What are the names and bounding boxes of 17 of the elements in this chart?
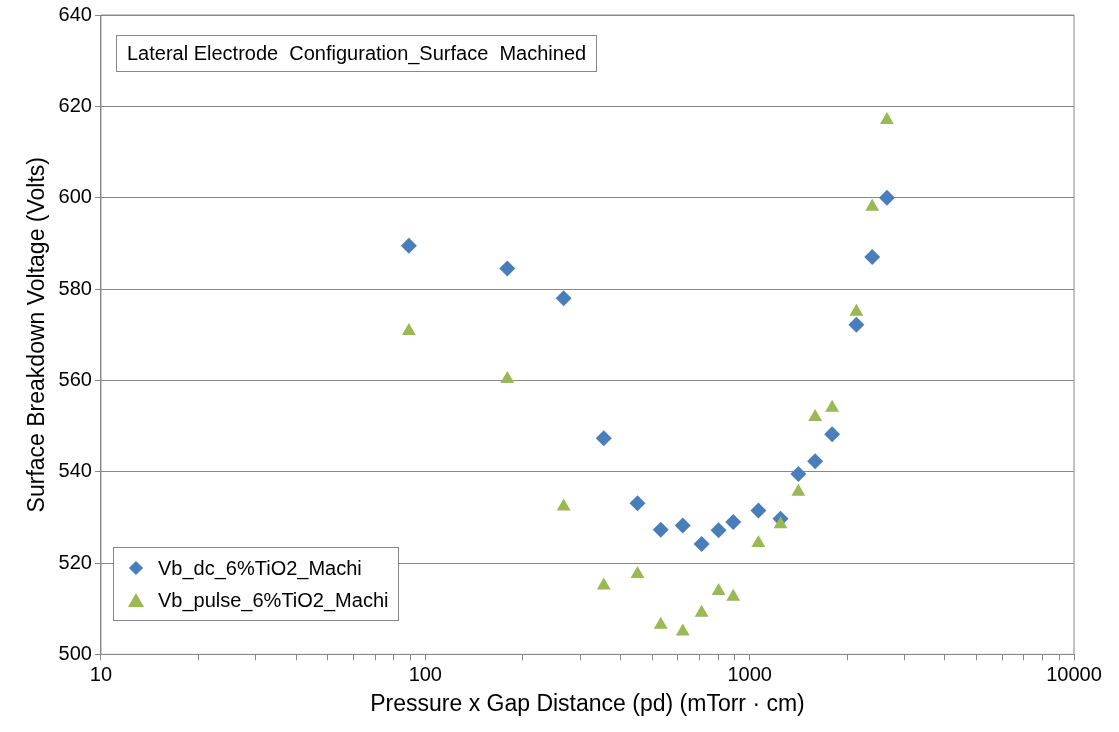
y-tick-label: 580 [58, 276, 92, 299]
y-tick-label: 500 [58, 641, 92, 664]
y-tick-label: 620 [58, 93, 92, 116]
x-tick-label: 1000 [727, 662, 772, 685]
annotation: Lateral Electrode Configuration_Surface Machined [115, 35, 598, 72]
y-tick-label: 520 [58, 550, 92, 573]
y-tick-label: 540 [58, 459, 92, 482]
y-axis-title: Surface Breakdown Voltage (Volts) [23, 156, 50, 513]
legend-label: Vb_pulse_6%TiO2_Machi [157, 588, 389, 612]
x-axis-title: Pressure x Gap Distance (pd) (mTorr · cm) [370, 689, 805, 716]
y-tick-label: 560 [58, 367, 92, 390]
x-tick-label: 10 [89, 662, 113, 685]
x-tick-label: 10000 [1046, 662, 1102, 685]
legend-label: Vb_dc_6%TiO2_Machi [157, 556, 362, 580]
y-tick-label: 640 [58, 2, 92, 25]
x-tick-label: 100 [408, 662, 442, 685]
y-tick-label: 600 [58, 185, 92, 208]
